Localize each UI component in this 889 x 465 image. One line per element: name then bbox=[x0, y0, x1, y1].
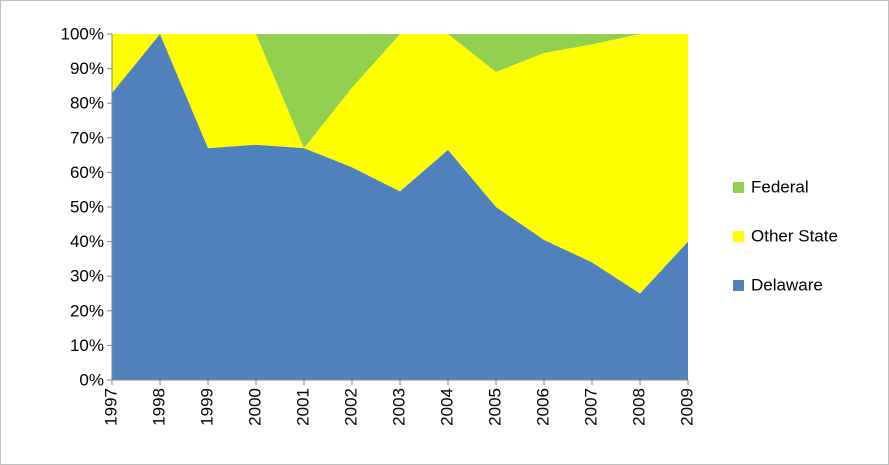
legend-swatch bbox=[733, 231, 744, 242]
x-tick-label: 2005 bbox=[485, 388, 504, 426]
y-tick-label: 100% bbox=[61, 24, 104, 43]
y-tick-label: 70% bbox=[70, 128, 104, 147]
x-tick-label: 2007 bbox=[581, 388, 600, 426]
y-tick-label: 80% bbox=[70, 94, 104, 113]
y-tick-label: 40% bbox=[70, 232, 104, 251]
x-tick-label: 2008 bbox=[629, 388, 648, 426]
x-tick-label: 1998 bbox=[149, 388, 168, 426]
x-tick-label: 2000 bbox=[245, 388, 264, 426]
legend-label: Other State bbox=[751, 226, 838, 245]
legend-swatch bbox=[733, 182, 744, 193]
x-tick-label: 2001 bbox=[293, 388, 312, 426]
area bbox=[112, 34, 688, 294]
x-tick-label: 2006 bbox=[533, 388, 552, 426]
y-tick-label: 20% bbox=[70, 301, 104, 320]
x-tick-label: 2009 bbox=[677, 388, 696, 426]
area bbox=[112, 34, 688, 380]
x-tick-label: 1997 bbox=[101, 388, 120, 426]
x-tick-label: 1999 bbox=[197, 388, 216, 426]
y-tick-label: 90% bbox=[70, 59, 104, 78]
y-tick-label: 0% bbox=[79, 370, 104, 389]
legend-label: Federal bbox=[751, 177, 809, 196]
x-tick-label: 2004 bbox=[437, 388, 456, 426]
y-tick-label: 60% bbox=[70, 163, 104, 182]
x-tick-label: 2003 bbox=[389, 388, 408, 426]
legend-swatch bbox=[733, 280, 744, 291]
x-tick-label: 2002 bbox=[341, 388, 360, 426]
y-tick-label: 50% bbox=[70, 197, 104, 216]
y-tick-label: 30% bbox=[70, 267, 104, 286]
y-tick-label: 10% bbox=[70, 336, 104, 355]
legend-label: Delaware bbox=[751, 275, 823, 294]
